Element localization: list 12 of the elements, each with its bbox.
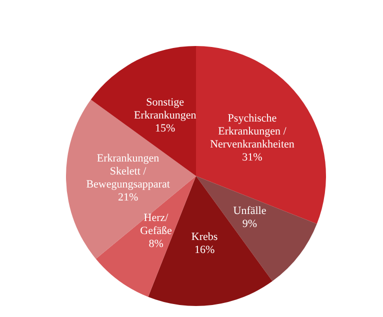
data-label: 9% [242,218,258,230]
slice-label: Unfälle [233,205,266,218]
slice-label: Krebs [191,230,218,243]
data-label: 15% [155,122,176,134]
slice-label: Sonstige Erkrankungen [134,96,197,122]
data-label: 16% [194,244,215,256]
slice-label: Psychische Erkrankungen / Nervenkrankheiten [210,112,295,150]
slice-label: Erkrankungen Skelett / Bewegungsapparat [86,152,170,191]
data-label: 8% [148,238,164,250]
data-label: 31% [242,151,262,164]
slice-label: Herz/ Gefäße [140,212,172,238]
data-label: 21% [118,192,138,204]
